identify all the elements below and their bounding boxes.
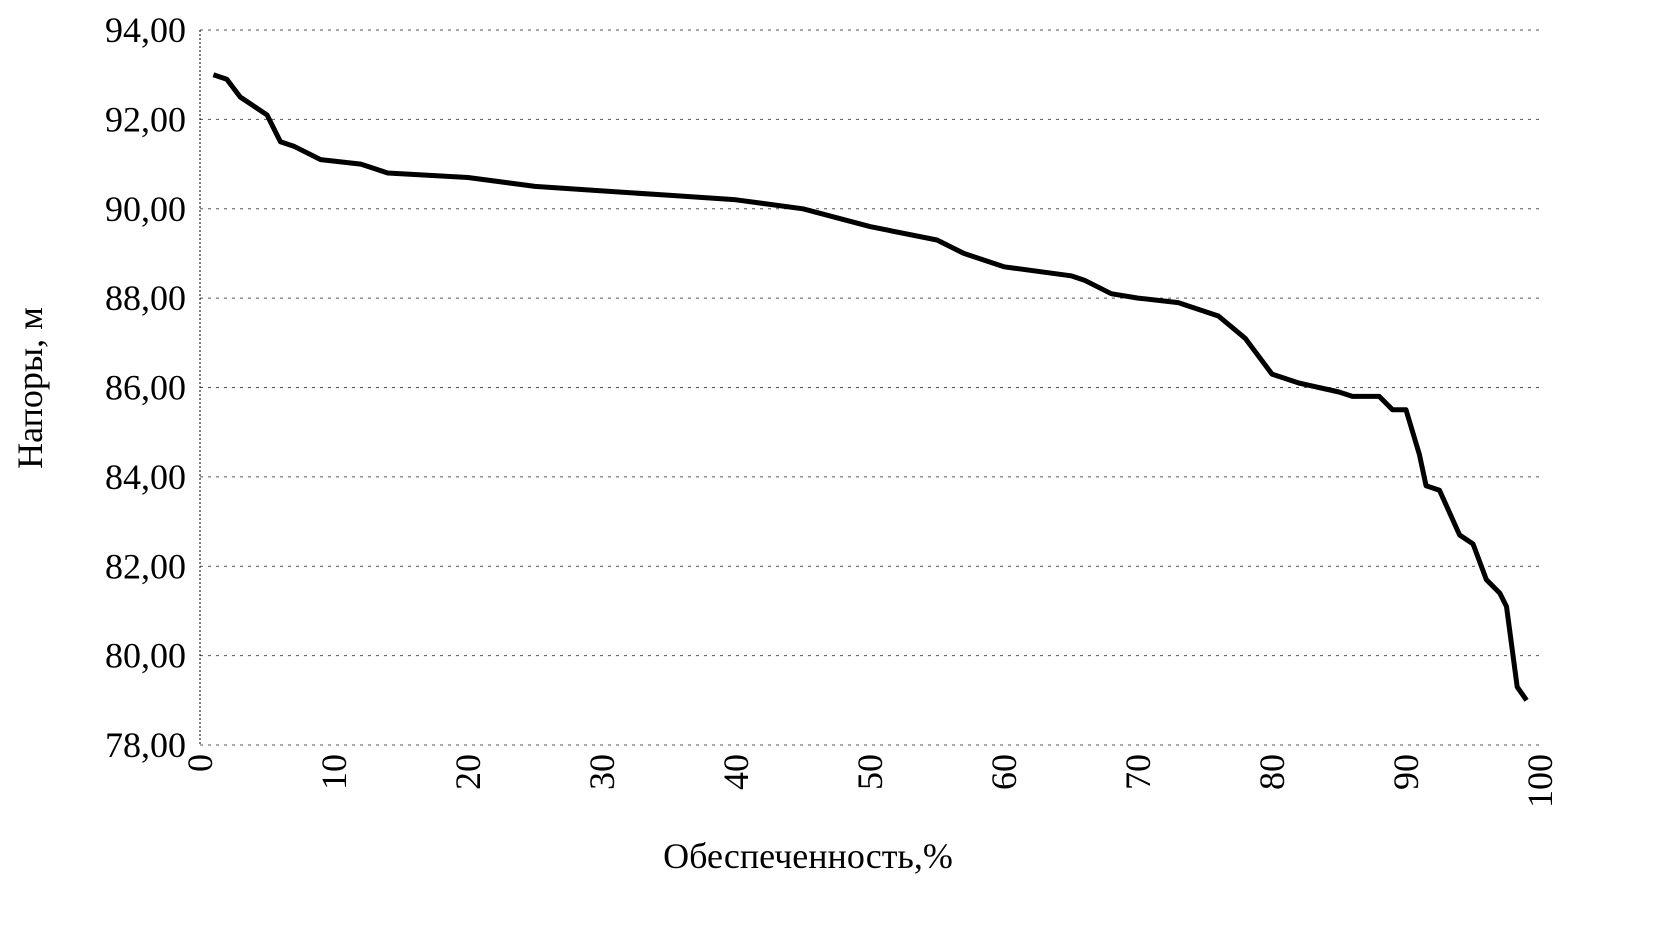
- x-tick-label: 50: [850, 754, 890, 790]
- x-tick-label: 40: [716, 754, 756, 790]
- x-tick-label: 0: [180, 754, 220, 772]
- x-tick-label: 30: [582, 754, 622, 790]
- y-tick-label: 86,00: [105, 368, 186, 408]
- y-axis-title: Напоры, м: [10, 307, 50, 469]
- y-tick-label: 92,00: [105, 99, 186, 139]
- x-axis-title: Обеспеченность,%: [663, 836, 953, 876]
- y-tick-label: 94,00: [105, 10, 186, 50]
- y-tick-label: 84,00: [105, 457, 186, 497]
- x-tick-label: 20: [448, 754, 488, 790]
- x-tick-label: 80: [1252, 754, 1292, 790]
- x-tick-label: 10: [314, 754, 354, 790]
- y-tick-label: 80,00: [105, 636, 186, 676]
- x-tick-label: 90: [1386, 754, 1426, 790]
- x-tick-label: 60: [984, 754, 1024, 790]
- y-tick-labels: 78,00 80,00 82,00 84,00 86,00 88,00 90,00 92,00…: [105, 10, 186, 765]
- y-tick-label: 90,00: [105, 189, 186, 229]
- x-tick-labels: 0 10 20 30 40 50 60 70 80 90 100: [180, 754, 1560, 808]
- y-tick-label: 82,00: [105, 546, 186, 586]
- y-tick-label: 88,00: [105, 278, 186, 318]
- series-line: [212, 72, 1529, 702]
- x-tick-label: 100: [1520, 754, 1560, 808]
- grid: [200, 29, 1540, 746]
- x-tick-label: 70: [1118, 754, 1158, 790]
- y-tick-label: 78,00: [105, 725, 186, 765]
